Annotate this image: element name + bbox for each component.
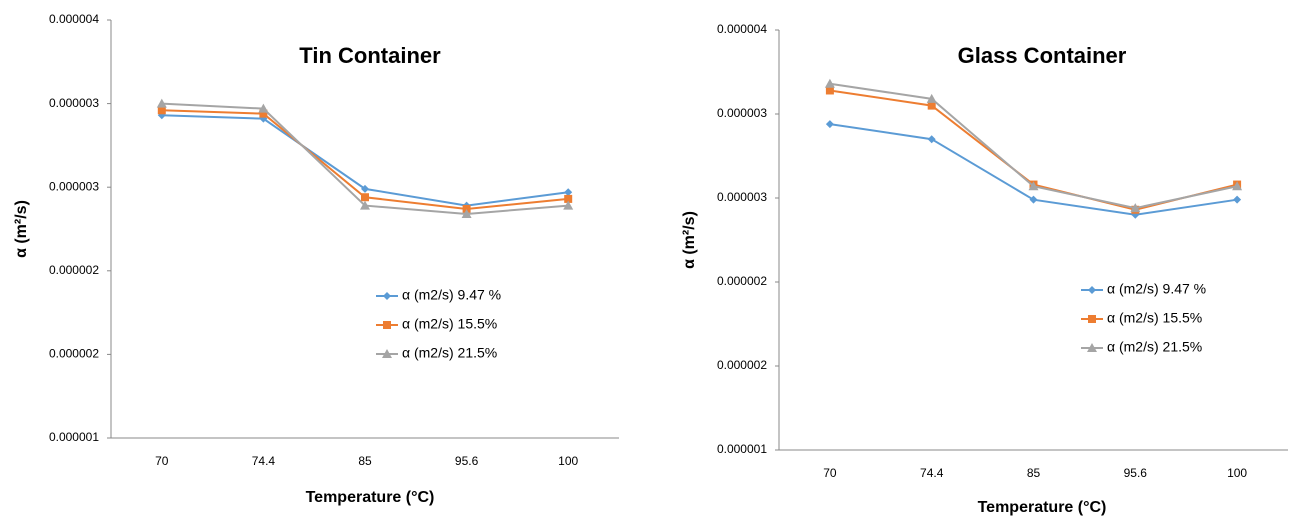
y-tick-label: 0.000003 [49, 96, 99, 110]
data-point [1029, 195, 1038, 204]
data-point [258, 103, 269, 113]
y-tick-label: 0.000001 [717, 442, 767, 456]
x-tick-label: 100 [1227, 466, 1247, 480]
x-tick-label: 74.4 [920, 466, 944, 480]
y-tick-label: 0.000002 [49, 263, 99, 277]
legend-label: α (m2/s) 15.5% [1107, 310, 1202, 326]
y-tick-label: 0.000004 [717, 22, 767, 36]
data-point [824, 78, 835, 88]
x-axis-label: Temperature (°C) [978, 499, 1107, 516]
data-point [927, 135, 936, 144]
x-tick-label: 85 [358, 454, 372, 468]
y-tick-label: 0.000002 [49, 347, 99, 361]
x-tick-label: 100 [558, 454, 578, 468]
y-tick-label: 0.000004 [49, 12, 99, 26]
data-point [1232, 181, 1243, 191]
data-point [1088, 315, 1096, 323]
data-point [461, 208, 472, 218]
data-point [1087, 343, 1097, 352]
data-point [360, 200, 370, 210]
x-tick-label: 70 [155, 454, 169, 468]
data-point [926, 93, 937, 103]
y-tick-label: 0.000002 [717, 358, 767, 372]
legend-label: α (m2/s) 9.47 % [402, 287, 501, 303]
data-point [383, 321, 391, 329]
legend-label: α (m2/s) 9.47 % [1107, 281, 1206, 297]
y-tick-label: 0.000003 [717, 106, 767, 120]
x-tick-label: 70 [823, 466, 837, 480]
data-point [361, 184, 369, 193]
data-point [825, 86, 834, 95]
y-tick-label: 0.000001 [49, 430, 99, 444]
chart-title: Glass Container [958, 43, 1127, 68]
y-tick-label: 0.000002 [717, 274, 767, 288]
y-axis-label: α (m²/s) [681, 211, 698, 269]
data-point [564, 194, 573, 203]
y-axis-label: α (m²/s) [13, 200, 30, 258]
y-tick-label: 0.000003 [717, 190, 767, 204]
legend-label: α (m2/s) 21.5% [1107, 339, 1202, 355]
data-point [462, 204, 471, 213]
data-point [1088, 286, 1096, 294]
x-tick-label: 85 [1027, 466, 1041, 480]
data-point [382, 349, 392, 358]
data-point [1028, 181, 1039, 191]
data-point [361, 193, 369, 202]
y-tick-label: 0.000003 [49, 179, 99, 193]
data-point [157, 106, 166, 115]
x-axis-label: Temperature (°C) [306, 489, 435, 506]
data-point [383, 292, 391, 300]
data-point [564, 188, 573, 197]
series-line [829, 89, 1238, 211]
x-tick-label: 74.4 [252, 454, 276, 468]
data-point [927, 101, 936, 110]
legend-label: α (m2/s) 15.5% [402, 316, 497, 332]
data-point [1130, 203, 1141, 213]
data-point [563, 200, 574, 210]
data-point [1233, 195, 1242, 204]
data-point [156, 98, 167, 108]
x-tick-label: 95.6 [1124, 466, 1148, 480]
data-point [259, 109, 268, 118]
x-tick-label: 95.6 [455, 454, 479, 468]
data-point [825, 120, 834, 129]
chart-title: Tin Container [299, 43, 441, 68]
legend-label: α (m2/s) 21.5% [402, 345, 497, 361]
